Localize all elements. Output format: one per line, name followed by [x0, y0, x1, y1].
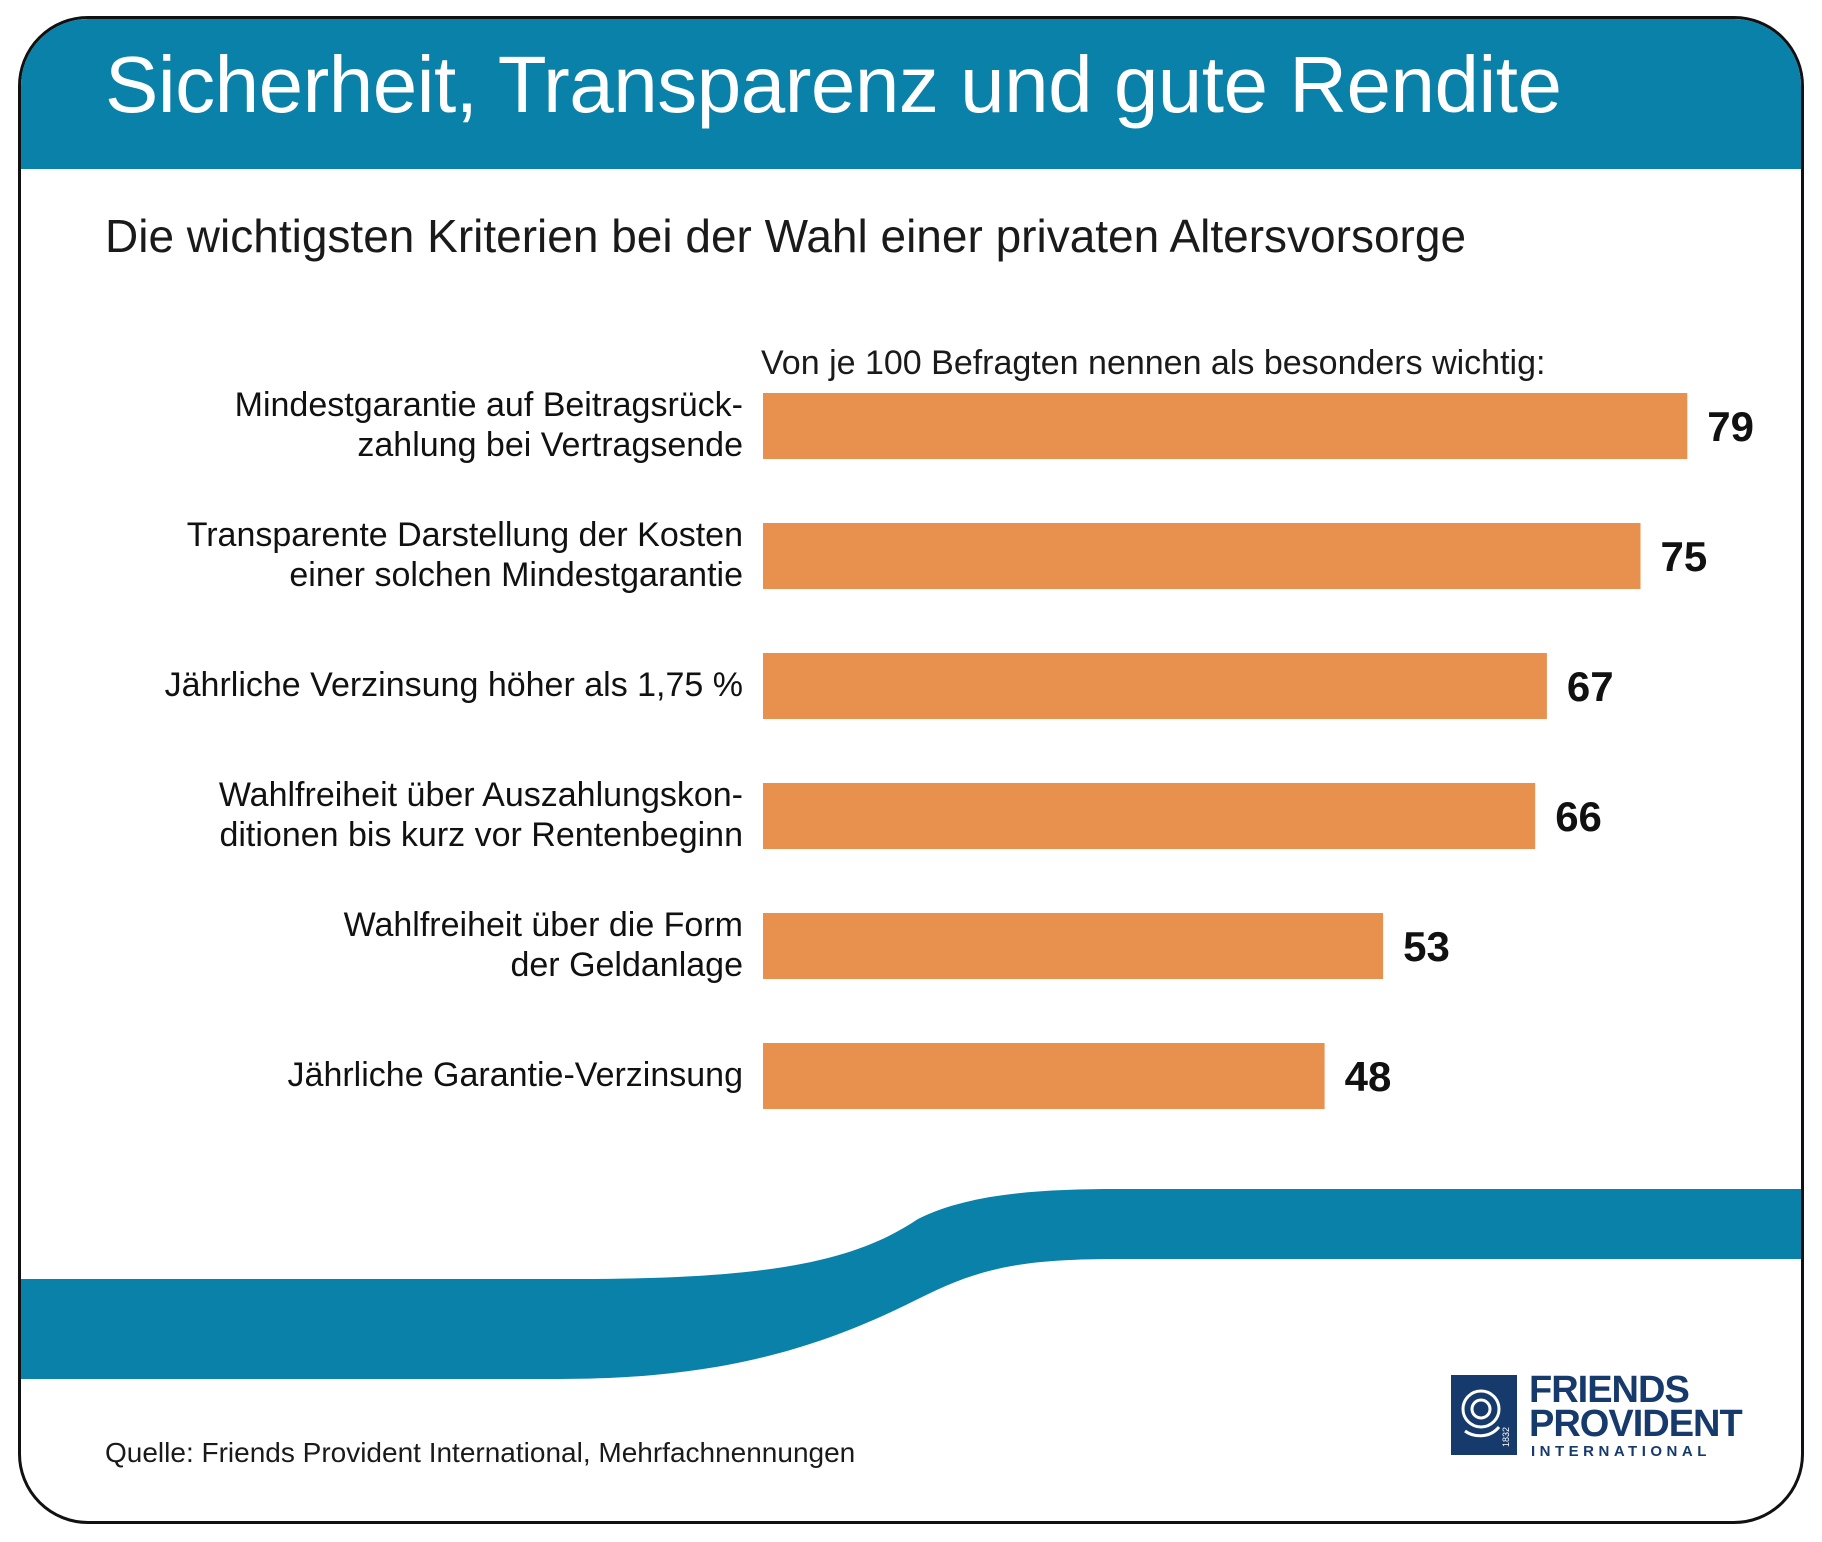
header-band: Sicherheit, Transparenz und gute Rendite — [21, 19, 1801, 169]
category-label-4-line-0: Wahlfreiheit über die Form — [344, 906, 743, 944]
category-label-1-line-0: Transparente Darstellung der Kosten — [187, 516, 743, 554]
category-label-5-line-0: Jährliche Garantie-Verzinsung — [288, 1056, 743, 1094]
bar-2 — [763, 653, 1547, 719]
value-label-2: 67 — [1567, 663, 1614, 710]
bar-5 — [763, 1043, 1325, 1109]
value-label-5: 48 — [1345, 1053, 1392, 1100]
bar-3 — [763, 783, 1536, 849]
value-label-3: 66 — [1555, 793, 1602, 840]
category-label-4-line-1: der Geldanlage — [510, 946, 743, 984]
logo-line-1: FRIENDS — [1529, 1369, 1690, 1411]
bar-0 — [763, 393, 1688, 459]
logo-year: 1832 — [1501, 1427, 1511, 1447]
category-label-3-line-0: Wahlfreiheit über Auszahlungskon- — [219, 776, 743, 814]
value-label-4: 53 — [1403, 923, 1450, 970]
value-label-1: 75 — [1661, 533, 1708, 580]
category-label-0-line-1: zahlung bei Vertragsende — [357, 426, 743, 464]
category-label-0-line-0: Mindestgarantie auf Beitragsrück- — [235, 386, 743, 424]
bar-4 — [763, 913, 1384, 979]
bar-1 — [763, 523, 1641, 589]
unit-note: Von je 100 Befragten nennen als besonder… — [761, 344, 1546, 382]
value-label-0: 79 — [1707, 403, 1754, 450]
friends-provident-logo: 1832 FRIENDS PROVIDENT INTERNATIONAL — [1451, 1369, 1751, 1460]
logo-line-3: INTERNATIONAL — [1531, 1443, 1711, 1460]
category-label-3-line-1: ditionen bis kurz vor Rentenbeginn — [219, 816, 743, 854]
decorative-wave — [21, 1189, 1801, 1379]
infographic-card: Sicherheit, Transparenz und gute Rendite… — [18, 16, 1804, 1524]
logo-line-2: PROVIDENT — [1529, 1403, 1743, 1445]
page-title: Sicherheit, Transparenz und gute Rendite — [105, 40, 1562, 129]
source-note: Quelle: Friends Provident International,… — [105, 1437, 856, 1468]
category-label-2-line-0: Jährliche Verzinsung höher als 1,75 % — [165, 666, 743, 704]
category-label-1-line-1: einer solchen Mindestgarantie — [289, 556, 743, 594]
chart-subtitle: Die wichtigsten Kriterien bei der Wahl e… — [105, 210, 1467, 262]
rose-emblem-icon: 1832 — [1451, 1375, 1517, 1455]
bar-chart: 79 Mindestgarantie auf Beitragsrück-zahlu… — [165, 386, 1754, 1109]
